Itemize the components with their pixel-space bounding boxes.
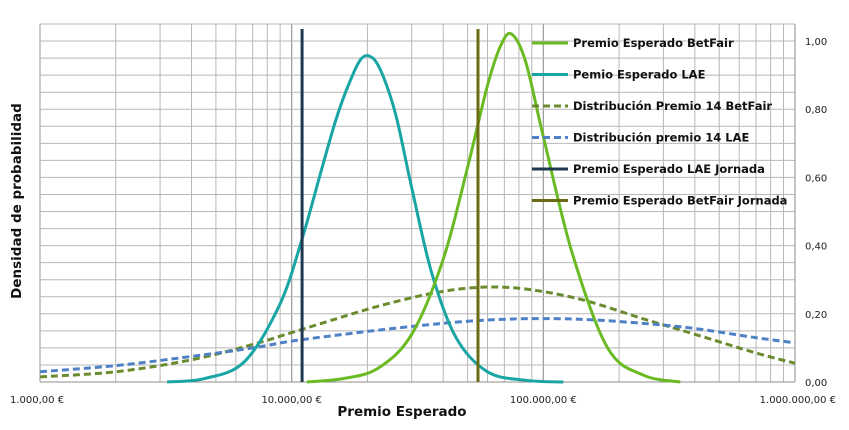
legend: Premio Esperado BetFair Pemio Esperado LA… — [532, 36, 787, 208]
grid — [39, 23, 796, 383]
series-line-premio-esperado-betfair — [306, 31, 681, 384]
x-tick-label: 1.000.000,00 € — [760, 395, 836, 406]
y-tick-label: 0,40 — [805, 242, 827, 253]
legend-label: Premio Esperado LAE Jornada — [573, 162, 765, 176]
y-tick-label: 0,20 — [805, 310, 827, 321]
plot-area — [39, 29, 796, 384]
x-tick-label: 100.000,00 € — [510, 395, 577, 406]
y-tick-label: 0,00 — [805, 378, 827, 389]
x-axis-title: Premio Esperado — [337, 404, 466, 420]
legend-label: Distribución Premio 14 BetFair — [573, 99, 772, 113]
series-line-pemio-esperado-lae — [166, 54, 564, 384]
y-tick-label: 0,80 — [805, 105, 827, 116]
x-tick-label: 10.000,00 € — [261, 395, 321, 406]
y-axis-title: Densidad de probabilidad — [9, 103, 25, 299]
legend-label: Distribución premio 14 LAE — [573, 131, 749, 145]
series-line-distribucion-premio-14-lae — [39, 317, 796, 374]
y-tick-label: 1,00 — [805, 37, 827, 48]
y-tick-label: 0,60 — [805, 173, 827, 184]
x-tick-label: 1.000,00 € — [10, 395, 64, 406]
legend-label: Premio Esperado BetFair — [573, 36, 734, 50]
series-line-distribucion-premio-14-betfair — [39, 285, 796, 379]
legend-label: Pemio Esperado LAE — [573, 68, 706, 82]
tick-labels: 1.000,00 € 10.000,00 € 100.000,00 € 1.000.0… — [10, 37, 836, 406]
legend-label: Premio Esperado BetFair Jornada — [573, 194, 787, 208]
